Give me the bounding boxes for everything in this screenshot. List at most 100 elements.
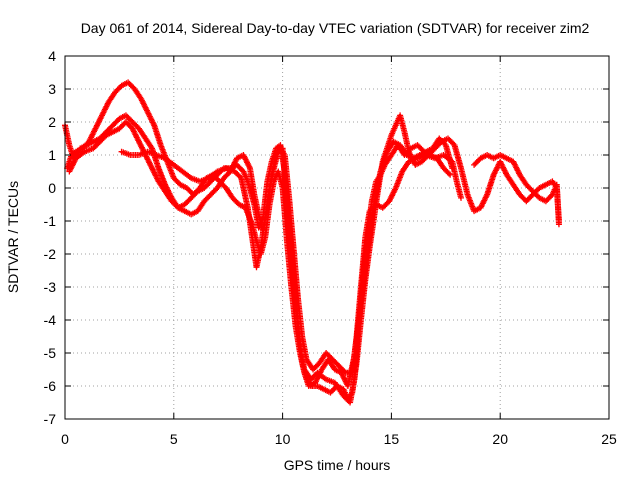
sample-markers bbox=[106, 90, 118, 104]
sample-markers bbox=[189, 208, 200, 217]
sample-markers bbox=[307, 380, 317, 389]
y-tick-label: 3 bbox=[48, 81, 56, 97]
sample-markers bbox=[446, 136, 457, 147]
sample-markers bbox=[381, 199, 391, 210]
sample-markers bbox=[274, 143, 282, 151]
sample-markers bbox=[216, 165, 228, 174]
sample-markers bbox=[337, 364, 348, 375]
chart-title: Day 061 of 2014, Sidereal Day-to-day VTE… bbox=[81, 20, 590, 36]
sample-markers bbox=[172, 163, 185, 174]
sample-markers bbox=[247, 166, 258, 196]
sample-markers bbox=[178, 182, 189, 191]
sample-markers bbox=[538, 182, 548, 191]
x-tick-label: 15 bbox=[384, 431, 400, 447]
sample-markers bbox=[472, 156, 483, 167]
sample-markers bbox=[435, 156, 446, 170]
sample-markers bbox=[441, 166, 452, 177]
sample-markers bbox=[504, 173, 516, 187]
sample-markers bbox=[429, 152, 439, 161]
y-tick-label: -3 bbox=[44, 279, 57, 295]
sample-markers bbox=[416, 152, 428, 161]
sample-markers bbox=[258, 216, 268, 249]
sample-markers bbox=[413, 159, 424, 168]
plot-frame bbox=[64, 55, 610, 420]
sample-markers bbox=[91, 136, 102, 144]
sample-markers bbox=[238, 176, 251, 210]
sample-markers bbox=[198, 175, 210, 184]
sample-markers bbox=[505, 156, 515, 164]
sample-markers bbox=[137, 149, 149, 158]
sample-markers bbox=[86, 127, 98, 144]
sample-markers bbox=[169, 199, 180, 210]
sample-markers bbox=[262, 186, 273, 220]
sample-markers bbox=[99, 100, 111, 117]
sample-markers bbox=[492, 152, 502, 161]
sample-markers bbox=[237, 202, 247, 210]
sample-markers bbox=[195, 199, 207, 213]
sample-markers bbox=[241, 170, 251, 183]
sample-markers bbox=[330, 357, 341, 368]
sample-markers bbox=[510, 160, 523, 177]
sample-markers bbox=[364, 199, 375, 236]
y-tick-label: 1 bbox=[48, 147, 56, 163]
sample-markers bbox=[344, 369, 354, 376]
sample-markers bbox=[531, 189, 542, 200]
sample-markers bbox=[544, 192, 555, 203]
sample-markers bbox=[442, 153, 454, 164]
sample-markers bbox=[230, 196, 241, 207]
sample-markers bbox=[111, 126, 121, 135]
sample-markers bbox=[415, 143, 426, 154]
sample-markers bbox=[553, 183, 562, 226]
sample-markers bbox=[224, 165, 236, 174]
sample-markers bbox=[311, 361, 322, 372]
y-tick-label: 4 bbox=[48, 48, 56, 64]
sample-markers bbox=[143, 136, 155, 150]
sample-markers bbox=[324, 377, 337, 386]
sample-markers bbox=[297, 345, 308, 371]
sample-markers bbox=[151, 123, 164, 147]
sample-markers bbox=[183, 208, 193, 217]
sample-markers bbox=[386, 186, 399, 203]
sample-markers bbox=[124, 120, 135, 131]
sample-markers bbox=[80, 140, 91, 151]
sample-markers bbox=[524, 183, 535, 193]
sample-markers bbox=[156, 179, 168, 193]
sample-markers bbox=[382, 153, 394, 167]
sample-markers bbox=[472, 205, 482, 214]
sample-markers bbox=[222, 169, 233, 180]
sample-markers bbox=[111, 117, 122, 127]
sample-markers bbox=[299, 335, 310, 361]
sample-markers bbox=[241, 153, 253, 170]
sample-markers bbox=[422, 149, 432, 158]
data-points bbox=[62, 79, 562, 406]
sample-markers bbox=[130, 127, 142, 144]
sample-markers bbox=[374, 173, 383, 183]
sample-markers bbox=[118, 113, 128, 121]
sample-markers bbox=[191, 186, 202, 197]
sample-markers bbox=[378, 163, 388, 177]
sample-markers bbox=[369, 180, 379, 203]
sample-markers bbox=[465, 193, 477, 213]
x-tick-label: 25 bbox=[601, 431, 617, 447]
sample-markers bbox=[332, 381, 346, 398]
sample-markers bbox=[91, 140, 102, 151]
sample-markers bbox=[74, 146, 84, 154]
sample-markers bbox=[276, 146, 285, 154]
sample-markers bbox=[172, 176, 183, 187]
sample-markers bbox=[324, 351, 335, 362]
y-tick-label: -6 bbox=[44, 378, 57, 394]
sample-markers bbox=[235, 152, 245, 161]
sample-markers bbox=[511, 183, 522, 197]
sample-markers bbox=[405, 152, 415, 161]
sample-markers bbox=[316, 383, 326, 392]
sample-markers bbox=[393, 170, 405, 190]
sample-markers bbox=[180, 169, 193, 180]
sample-markers bbox=[485, 152, 496, 161]
data-point bbox=[447, 171, 454, 178]
sample-markers bbox=[130, 120, 141, 131]
sample-markers bbox=[389, 123, 399, 137]
sample-markers bbox=[544, 179, 554, 187]
sample-markers bbox=[138, 97, 150, 114]
